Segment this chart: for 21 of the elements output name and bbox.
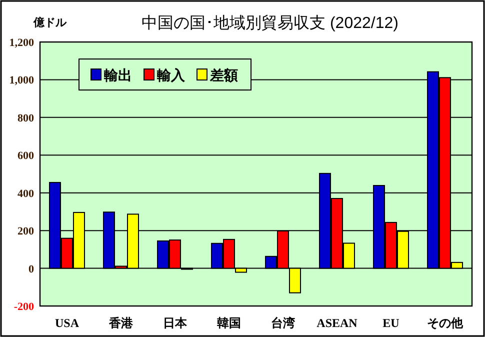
x-tick-label: 台湾 xyxy=(271,316,295,330)
x-tick-label: 香港 xyxy=(108,316,134,330)
y-tick-label: 0 xyxy=(28,263,34,276)
y-tick-label: 600 xyxy=(18,150,34,162)
legend-label: 輸出 xyxy=(103,67,132,83)
x-tick-label: EU xyxy=(382,316,400,330)
x-tick-label: USA xyxy=(54,316,80,330)
y-axis-title: 億ドル xyxy=(32,16,68,29)
y-tick-label: 400 xyxy=(18,188,34,200)
y-tick-label: -200 xyxy=(14,301,34,313)
x-tick-label: 韓国 xyxy=(217,316,241,330)
y-tick-label: 200 xyxy=(18,226,34,238)
y-tick-label: 1,000 xyxy=(9,74,34,87)
y-tick-label: 1,200 xyxy=(9,37,34,49)
legend-label: 差額 xyxy=(209,67,238,83)
legend-label: 輸入 xyxy=(156,67,186,83)
chart-title: 中国の国･地域別貿易収支 (2022/12) xyxy=(142,14,398,32)
x-tick-label: その他 xyxy=(427,316,464,330)
y-tick-label: 800 xyxy=(18,112,34,124)
x-tick-label: ASEAN xyxy=(316,316,358,330)
x-tick-label: 日本 xyxy=(163,316,188,330)
